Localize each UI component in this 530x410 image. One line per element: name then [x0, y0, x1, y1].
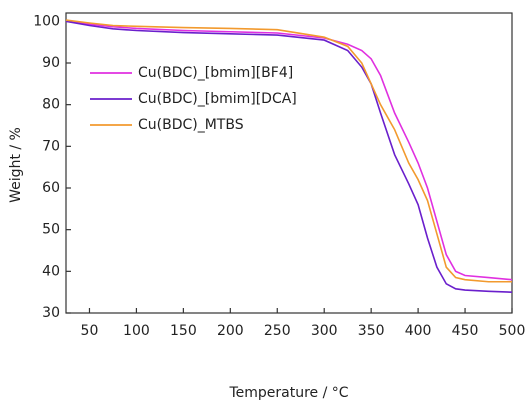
legend-label: Cu(BDC)_[bmim][DCA]: [138, 91, 297, 107]
x-tick-label: 400: [405, 323, 432, 339]
y-tick-label: 70: [42, 138, 60, 154]
legend-label: Cu(BDC)_[bmim][BF4]: [138, 65, 293, 81]
x-tick-label: 150: [170, 323, 197, 339]
y-tick-label: 50: [42, 222, 60, 238]
plot-frame: [65, 12, 513, 314]
x-tick-label: 500: [499, 323, 526, 339]
y-tick-label: 100: [33, 13, 60, 29]
y-tick-label: 60: [42, 180, 60, 196]
x-tick-label: 100: [123, 323, 150, 339]
y-tick-label: 80: [42, 97, 60, 113]
y-axis-label: Weight / %: [8, 127, 24, 203]
data-line: [65, 20, 513, 293]
x-tick-label: 450: [452, 323, 479, 339]
y-tick-label: 30: [42, 305, 60, 321]
x-tick-label: 350: [358, 323, 385, 339]
y-tick-label: 90: [42, 55, 60, 71]
data-line: [65, 19, 512, 283]
legend-label: Cu(BDC)_MTBS: [138, 117, 244, 133]
x-tick-label: 300: [311, 323, 338, 339]
x-axis-label: Temperature / °C: [228, 385, 348, 401]
x-tick-label: 200: [217, 323, 244, 339]
y-tick-label: 40: [42, 263, 60, 279]
data-line: [65, 20, 513, 281]
x-tick-label: 250: [264, 323, 291, 339]
x-tick-label: 50: [81, 323, 99, 339]
